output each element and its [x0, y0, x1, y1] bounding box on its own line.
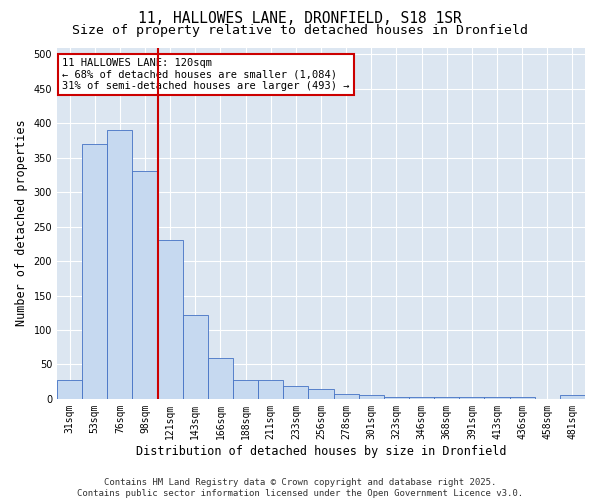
X-axis label: Distribution of detached houses by size in Dronfield: Distribution of detached houses by size …	[136, 444, 506, 458]
Bar	[560, 396, 585, 399]
Bar	[107, 130, 133, 399]
Bar	[183, 315, 208, 399]
Bar	[384, 398, 409, 399]
Bar	[308, 388, 334, 399]
Text: 11 HALLOWES LANE: 120sqm
← 68% of detached houses are smaller (1,084)
31% of sem: 11 HALLOWES LANE: 120sqm ← 68% of detach…	[62, 58, 350, 91]
Bar	[509, 398, 535, 399]
Text: Size of property relative to detached houses in Dronfield: Size of property relative to detached ho…	[72, 24, 528, 37]
Bar	[359, 396, 384, 399]
Bar	[258, 380, 283, 399]
Bar	[82, 144, 107, 399]
Bar	[434, 398, 459, 399]
Bar	[283, 386, 308, 399]
Bar	[334, 394, 359, 399]
Text: 11, HALLOWES LANE, DRONFIELD, S18 1SR: 11, HALLOWES LANE, DRONFIELD, S18 1SR	[138, 11, 462, 26]
Y-axis label: Number of detached properties: Number of detached properties	[15, 120, 28, 326]
Bar	[409, 398, 434, 399]
Bar	[208, 358, 233, 399]
Text: Contains HM Land Registry data © Crown copyright and database right 2025.
Contai: Contains HM Land Registry data © Crown c…	[77, 478, 523, 498]
Bar	[459, 398, 484, 399]
Bar	[484, 398, 509, 399]
Bar	[233, 380, 258, 399]
Bar	[158, 240, 183, 399]
Bar	[57, 380, 82, 399]
Bar	[133, 172, 158, 399]
